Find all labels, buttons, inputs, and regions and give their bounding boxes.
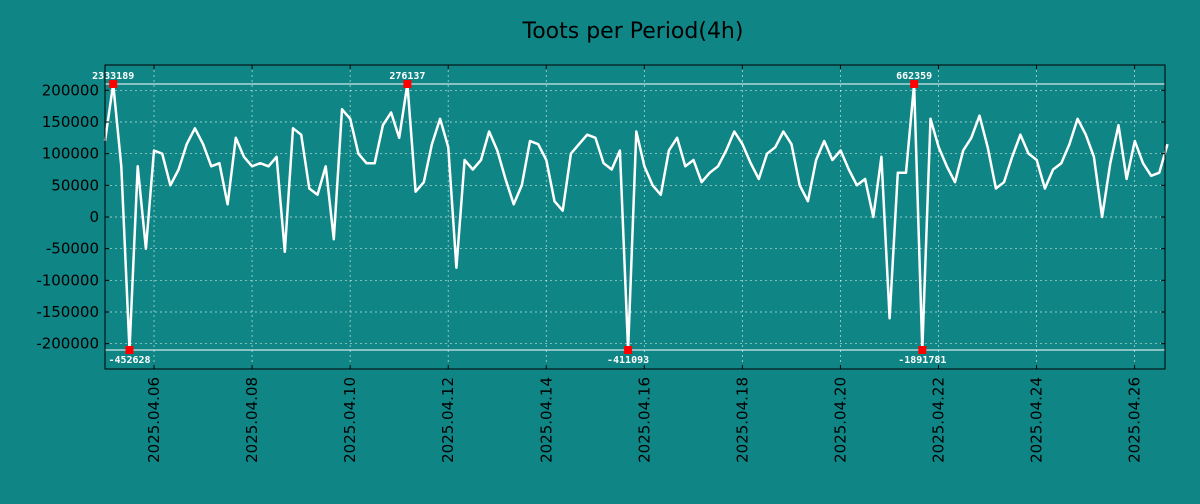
peak-marker	[125, 346, 134, 354]
y-tick-label: 0	[89, 208, 99, 226]
peak-marker	[910, 80, 919, 88]
x-tick-label: 2025.04.22	[929, 377, 947, 463]
x-tick-label: 2025.04.20	[831, 377, 849, 463]
x-tick-label: 2025.04.18	[733, 377, 751, 463]
x-tick-label: 2025.04.12	[439, 377, 457, 463]
y-tick-label: 200000	[42, 81, 99, 99]
y-tick-label: -150000	[36, 303, 99, 321]
y-tick-label: -200000	[36, 335, 99, 353]
y-tick-label: -100000	[36, 271, 99, 289]
y-tick-label: 100000	[42, 145, 99, 163]
peak-markers: 2333189 -452628 276137 -411093 662359 -189178…	[92, 71, 946, 366]
chart-title: Toots per Period(4h)	[522, 19, 744, 44]
peak-marker	[918, 346, 927, 354]
peak-marker	[109, 80, 118, 88]
y-tick-label: 50000	[51, 176, 99, 194]
grid	[105, 65, 1165, 369]
x-tick-label: 2025.04.14	[537, 377, 555, 463]
clip-reference-lines	[105, 83, 1165, 351]
y-axis: 200000 150000 100000 50000 0 -50000 -100000 -15…	[36, 81, 1165, 353]
peak-label: -1891781	[898, 355, 946, 366]
x-tick-label: 2025.04.06	[145, 377, 163, 463]
x-tick-label: 2025.04.10	[341, 377, 359, 463]
peak-label: 2333189	[92, 71, 134, 82]
x-axis: 2025.04.06 2025.04.08 2025.04.10 2025.04.12…	[145, 65, 1144, 463]
peak-label: -411093	[607, 355, 649, 366]
x-tick-label: 2025.04.24	[1028, 377, 1046, 463]
peak-label: 276137	[389, 71, 425, 82]
x-tick-label: 2025.04.16	[635, 377, 653, 463]
y-tick-label: -50000	[46, 240, 99, 258]
peak-label: 662359	[896, 71, 932, 82]
peak-marker	[624, 346, 633, 354]
peak-label: -452628	[108, 355, 150, 366]
y-tick-label: 150000	[42, 113, 99, 131]
x-tick-label: 2025.04.26	[1126, 377, 1144, 463]
x-tick-label: 2025.04.08	[243, 377, 261, 463]
peak-marker	[403, 80, 412, 88]
series-line-toots	[103, 82, 1169, 352]
